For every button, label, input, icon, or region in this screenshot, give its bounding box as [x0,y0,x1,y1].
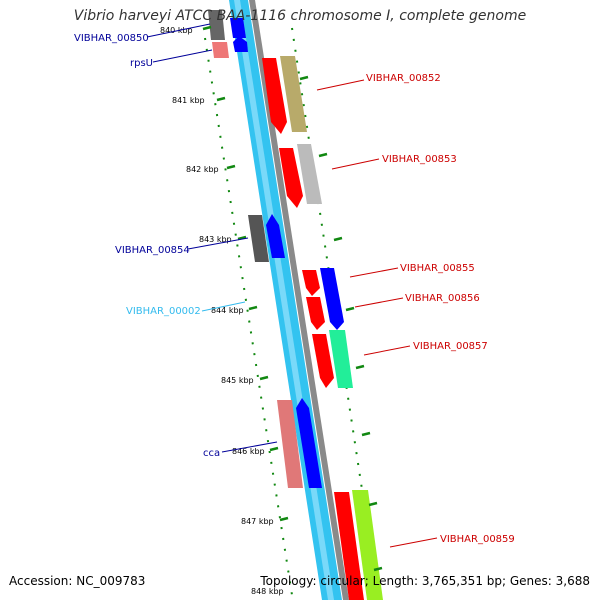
gene-vibhar-00852-red [262,58,287,134]
leader-line-vibhar-00850 [146,23,211,38]
gene-label-vibhar-00857: VIBHAR_00857 [413,341,488,352]
left-tick-mark [269,446,279,452]
accession-text: Accession: NC_009783 [9,574,146,588]
gene-vibhar-00852-olive [280,56,307,132]
leader-line-rpsu [152,49,213,63]
gene-vibhar-00856-red [306,297,325,330]
leader-line-vibhar-00859 [389,537,438,548]
gene-rpsu-block [233,36,248,52]
gene-label-vibhar-00850: VIBHAR_00850 [74,33,149,44]
gene-rpsu-pink [212,42,229,58]
leader-line-vibhar-00002 [201,301,246,312]
gene-label-vibhar-00002: VIBHAR_00002 [126,306,201,317]
gene-vibhar-00850-block [230,18,246,38]
tick-mark [345,306,355,312]
gene-vibhar-00859-red [334,492,364,600]
right-genes [262,56,383,600]
scale-label: 846 kbp [232,447,265,456]
gene-label-vibhar-00852: VIBHAR_00852 [366,73,441,84]
gene-label-vibhar-00859: VIBHAR_00859 [440,534,515,545]
gene-vibhar-00850-gray [208,10,225,40]
leader-line-vibhar-00857 [363,345,411,356]
left-scale-ticks [202,25,289,522]
left-tick-mark [226,164,236,170]
gene-label-vibhar-00853: VIBHAR_00853 [382,154,457,165]
gene-vibhar-00853-red [279,148,303,208]
left-tick-mark [259,375,269,381]
leader-line-vibhar-00852 [316,79,365,91]
gene-vibhar-00854-gray [248,215,269,262]
scale-label: 844 kbp [211,306,244,315]
scale-tick-marks [299,75,383,572]
genome-summary-text: Topology: circular; Length: 3,765,351 bp… [260,574,590,588]
tick-mark [361,431,371,437]
scale-label: 847 kbp [241,517,274,526]
gene-label-vibhar-00856: VIBHAR_00856 [405,293,480,304]
scale-label: 845 kbp [221,376,254,385]
gene-cca-block [296,398,322,488]
gene-vibhar-00857-red [312,334,334,388]
tick-mark [318,152,328,158]
gene-label-cca: cca [203,448,220,459]
gene-label-rpsu: rpsU [130,58,153,69]
leader-line-cca [221,441,278,453]
label-leader-lines [146,23,438,548]
forward-genes [230,18,322,488]
scale-label: 843 kbp [199,235,232,244]
inner-backbone-track [249,0,349,600]
tick-mark [368,501,378,507]
gene-cca-pink [277,400,303,488]
gene-vibhar-00859-lime [352,490,383,600]
leader-line-vibhar-00856 [354,297,404,308]
gene-label-vibhar-00855: VIBHAR_00855 [400,263,475,274]
left-tick-mark [248,305,258,311]
leader-line-vibhar-00853 [331,158,380,170]
tick-mark [373,566,383,572]
tick-mark [333,236,343,242]
leader-line-vibhar-00855 [349,267,399,278]
gene-labels: VIBHAR_00850 rpsU VIBHAR_00852 VIBHAR_00… [74,33,515,545]
left-tick-mark [279,516,289,522]
map-title: Vibrio harveyi ATCC BAA-1116 chromosome … [73,8,527,24]
gene-vibhar-00855-red [302,270,320,296]
left-tick-mark [202,25,212,31]
scale-label: 841 kbp [172,96,205,105]
leader-line-vibhar-00854 [187,237,249,250]
tick-mark [299,75,309,81]
gene-vibhar-00857-green [329,330,353,388]
gene-label-vibhar-00854: VIBHAR_00854 [115,245,190,256]
scale-label: 842 kbp [186,165,219,174]
left-tick-mark [216,96,226,102]
gene-vibhar-00856-blue [320,268,344,330]
tick-mark [355,364,365,370]
scale-label: 848 kbp [251,587,284,596]
gene-vibhar-00853-silver [297,144,322,204]
gene-vibhar-00854-block [266,214,285,258]
left-genes [208,10,303,488]
left-tick-mark [237,235,247,241]
